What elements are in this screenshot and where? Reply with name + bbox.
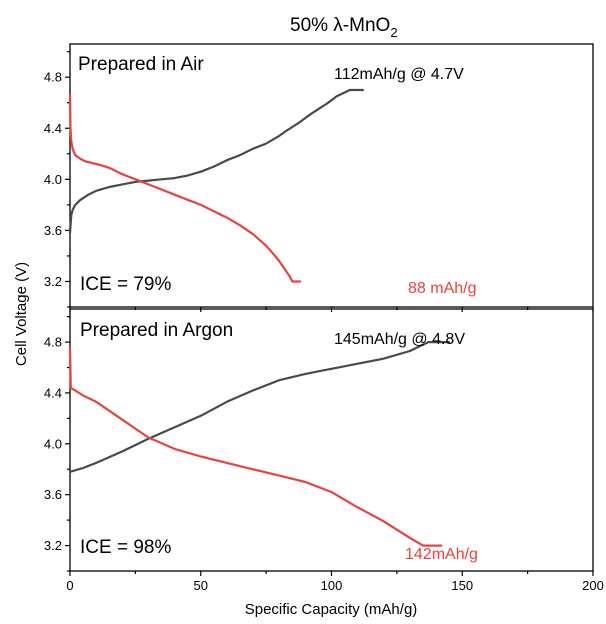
x-tick-label: 200 <box>582 578 604 593</box>
charge-capacity-annotation: 112mAh/g @ 4.7V <box>334 66 464 83</box>
x-tick-label: 50 <box>194 578 208 593</box>
y-tick-label: 4.0 <box>44 172 62 187</box>
discharge-curve <box>68 347 443 547</box>
charge-curve <box>68 88 364 235</box>
x-tick-label: 0 <box>66 578 73 593</box>
panel-air: 3.2 3.6 4.0 4.4 4.8 Prepared in Air 112m… <box>44 43 594 312</box>
y-tick-labels: 3.2 3.6 4.0 4.4 4.8 <box>44 70 62 289</box>
panel-label: Prepared in Argon <box>80 320 233 341</box>
y-tick-label: 3.2 <box>44 538 62 553</box>
y-tick-labels: 3.2 3.6 4.0 4.4 4.8 <box>44 335 62 553</box>
y-tick-label: 4.0 <box>44 436 62 451</box>
x-tick-labels: 0 50 100 150 200 <box>66 578 603 593</box>
chart-title: 50% λ-MnO2 <box>290 15 398 40</box>
charge-curve <box>68 341 451 473</box>
y-tick-label: 3.6 <box>44 487 62 502</box>
plot-frame <box>69 43 594 308</box>
y-tick-label: 4.8 <box>44 335 62 350</box>
chart-title-main: 50% λ-MnO <box>290 15 390 36</box>
discharge-curve <box>68 94 302 283</box>
plot-frame <box>69 308 594 572</box>
y-tick-label: 4.4 <box>44 385 62 400</box>
y-tick-label: 3.6 <box>44 223 62 238</box>
y-tick-label: 4.4 <box>44 121 62 136</box>
y-axis-title: Cell Voltage (V) <box>13 262 30 366</box>
charge-capacity-annotation: 145mAh/g @ 4.8V <box>334 331 465 348</box>
tick-marks <box>65 316 594 576</box>
discharge-capacity-annotation: 142mAh/g <box>405 546 478 563</box>
x-tick-label: 100 <box>321 578 343 593</box>
x-tick-label: 150 <box>451 578 473 593</box>
panel-label: Prepared in Air <box>78 54 204 75</box>
y-tick-label: 3.2 <box>44 274 62 289</box>
ice-label: ICE = 98% <box>80 537 171 558</box>
y-tick-label: 4.8 <box>44 70 62 85</box>
panel-argon: 3.2 3.6 4.0 4.4 4.8 Prepared in Argon 14… <box>44 308 594 576</box>
chart-title-subscript: 2 <box>390 25 397 40</box>
x-axis-title: Specific Capacity (mAh/g) <box>245 601 418 618</box>
ice-label: ICE = 79% <box>80 274 171 295</box>
discharge-capacity-annotation: 88 mAh/g <box>408 280 476 297</box>
